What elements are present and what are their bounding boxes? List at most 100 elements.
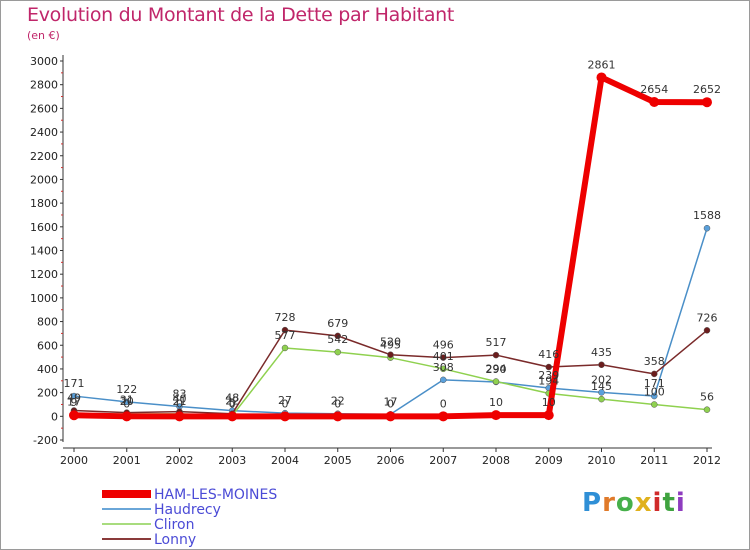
data-label: 308 <box>433 361 454 374</box>
data-point <box>703 327 711 334</box>
x-tick-label: 2005 <box>324 454 352 467</box>
data-label: 2652 <box>693 83 721 96</box>
data-label: 0 <box>123 397 130 410</box>
data-point <box>334 332 341 340</box>
y-tick-label: 400 <box>37 363 58 376</box>
x-tick-label: 2007 <box>429 454 457 467</box>
data-label: 10 <box>489 396 503 409</box>
data-point <box>281 326 289 334</box>
legend-label: HAM-LES-MOINES <box>154 487 277 503</box>
x-tick-label: 2011 <box>640 454 668 467</box>
y-tick-label: 1000 <box>30 292 58 305</box>
data-point <box>598 361 605 369</box>
data-point <box>332 411 343 422</box>
data-label: 679 <box>327 317 348 330</box>
data-point <box>440 376 447 384</box>
x-tick-label: 2002 <box>166 454 194 467</box>
data-point <box>598 389 605 396</box>
legend-label: Lonny <box>154 532 196 548</box>
logo-letter: r <box>602 488 616 518</box>
x-tick-label: 2012 <box>693 454 721 467</box>
chart-subtitle: (en €) <box>27 29 60 42</box>
y-tick-label: 1600 <box>30 221 58 234</box>
data-point <box>702 97 712 108</box>
data-label: 194 <box>538 374 559 387</box>
data-label: 726 <box>697 311 718 324</box>
x-tick-label: 2009 <box>535 454 563 467</box>
data-point <box>543 410 554 421</box>
data-label: 0 <box>387 397 394 410</box>
data-label: 2861 <box>588 58 616 71</box>
y-tick-label: 200 <box>37 387 58 400</box>
x-tick-label: 2010 <box>588 454 616 467</box>
y-tick-label: 1400 <box>30 245 58 258</box>
data-label: 577 <box>275 329 296 342</box>
data-point <box>121 411 132 422</box>
logo-letter: i <box>652 488 663 518</box>
data-label: 9 <box>71 396 78 409</box>
series-lines <box>69 72 712 422</box>
data-point <box>703 224 711 232</box>
y-tick-label: 2200 <box>30 150 58 163</box>
data-label: 202 <box>591 373 612 386</box>
series-line-haudrecy <box>73 227 708 416</box>
data-point <box>492 351 500 359</box>
data-point <box>598 395 605 403</box>
data-label: 0 <box>282 397 289 410</box>
x-tick-label: 2004 <box>271 454 299 467</box>
data-label: 20 <box>120 395 134 408</box>
data-point <box>651 401 658 408</box>
data-label: 21 <box>173 395 187 408</box>
y-tick-label: 2000 <box>30 173 58 186</box>
data-label: 239 <box>538 369 559 382</box>
data-label: 31 <box>120 394 134 407</box>
y-tick-label: 1200 <box>30 268 58 281</box>
data-label: 358 <box>644 355 665 368</box>
logo-letter: o <box>615 488 635 518</box>
y-tick-label: 2400 <box>30 126 58 139</box>
legend-label: Haudrecy <box>154 502 221 518</box>
y-tick-label: 0 <box>51 410 58 423</box>
data-label: 49 <box>67 392 81 405</box>
data-point <box>651 392 658 400</box>
legend-label: Cliron <box>154 517 194 533</box>
data-label: 1588 <box>693 209 721 222</box>
y-tick-label: 2600 <box>30 102 58 115</box>
data-label: 122 <box>116 383 137 396</box>
data-point <box>491 410 501 421</box>
data-label: 0 <box>176 397 183 410</box>
data-label: 2654 <box>640 83 668 96</box>
data-label: 48 <box>225 392 239 405</box>
data-point <box>596 72 607 83</box>
data-label: 56 <box>700 391 714 404</box>
data-point <box>438 411 449 422</box>
data-label: 495 <box>380 339 401 352</box>
data-labels: 171 122 83 48 27 22 17 308 290 239 202 171 1588 17 20 2… <box>64 58 722 410</box>
proxiti-logo: Proxiti <box>582 488 686 518</box>
data-label: 83 <box>173 387 187 400</box>
data-label: 171 <box>64 377 85 390</box>
x-tick-label: 2008 <box>482 454 510 467</box>
y-tick-label: 2800 <box>30 79 58 92</box>
data-label: 294 <box>486 362 507 375</box>
data-label: 10 <box>542 396 556 409</box>
logo-letter: t <box>662 488 676 518</box>
data-point <box>174 411 185 422</box>
data-label: 0 <box>334 397 341 410</box>
data-label: 290 <box>486 363 507 376</box>
axes: -200020040060080010001200140016001800200… <box>30 55 721 467</box>
data-point <box>651 370 658 378</box>
logo-letter: x <box>634 488 653 518</box>
x-tick-label: 2001 <box>113 454 141 467</box>
data-label: 416 <box>538 348 559 361</box>
data-point <box>334 348 341 356</box>
data-label: 22 <box>225 395 239 408</box>
data-point <box>227 411 238 422</box>
y-tick-label: 800 <box>37 316 58 329</box>
data-label: 17 <box>384 395 398 408</box>
y-tick-label: 600 <box>37 339 58 352</box>
data-label: 401 <box>433 350 454 363</box>
data-point <box>492 378 500 385</box>
